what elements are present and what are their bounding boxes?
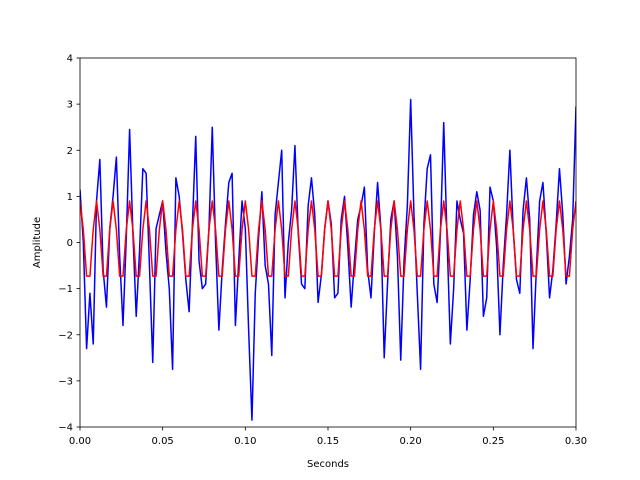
x-tick-label: 0.00 (69, 436, 91, 447)
x-tick-label: 0.25 (482, 436, 504, 447)
x-tick-label: 0.05 (152, 436, 174, 447)
y-tick-label: −3 (58, 376, 73, 387)
y-tick-label: 0 (67, 238, 73, 249)
y-tick-label: −1 (58, 284, 73, 295)
x-tick-label: 0.15 (317, 436, 339, 447)
y-tick-label: 4 (67, 54, 73, 65)
y-tick-label: −2 (58, 330, 73, 341)
y-tick-label: −4 (58, 423, 73, 434)
x-tick-label: 0.20 (400, 436, 422, 447)
y-axis-label: Amplitude (32, 217, 43, 268)
y-tick-label: 2 (67, 146, 73, 157)
x-tick-label: 0.10 (234, 436, 256, 447)
plot-frame (79, 57, 577, 428)
data-line (80, 200, 576, 277)
y-tick-label: 3 (67, 100, 73, 111)
x-axis-label: Seconds (307, 459, 349, 470)
data-line (80, 98, 576, 421)
x-tick-label: 0.30 (565, 436, 587, 447)
y-tick-label: 1 (67, 192, 73, 203)
